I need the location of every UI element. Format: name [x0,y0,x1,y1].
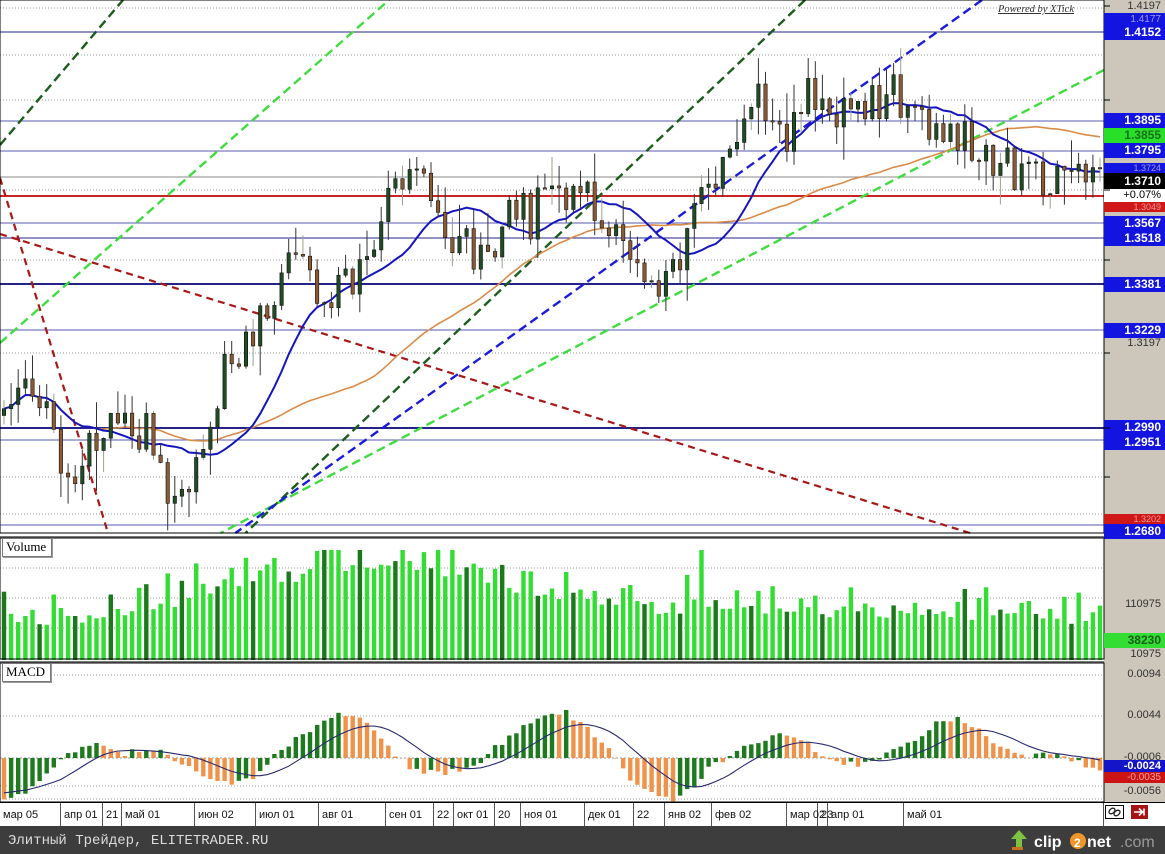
svg-text:2: 2 [1074,836,1081,850]
svg-text:.com: .com [1120,834,1155,851]
svg-text:clip: clip [1034,834,1062,851]
svg-text:net: net [1087,834,1112,851]
